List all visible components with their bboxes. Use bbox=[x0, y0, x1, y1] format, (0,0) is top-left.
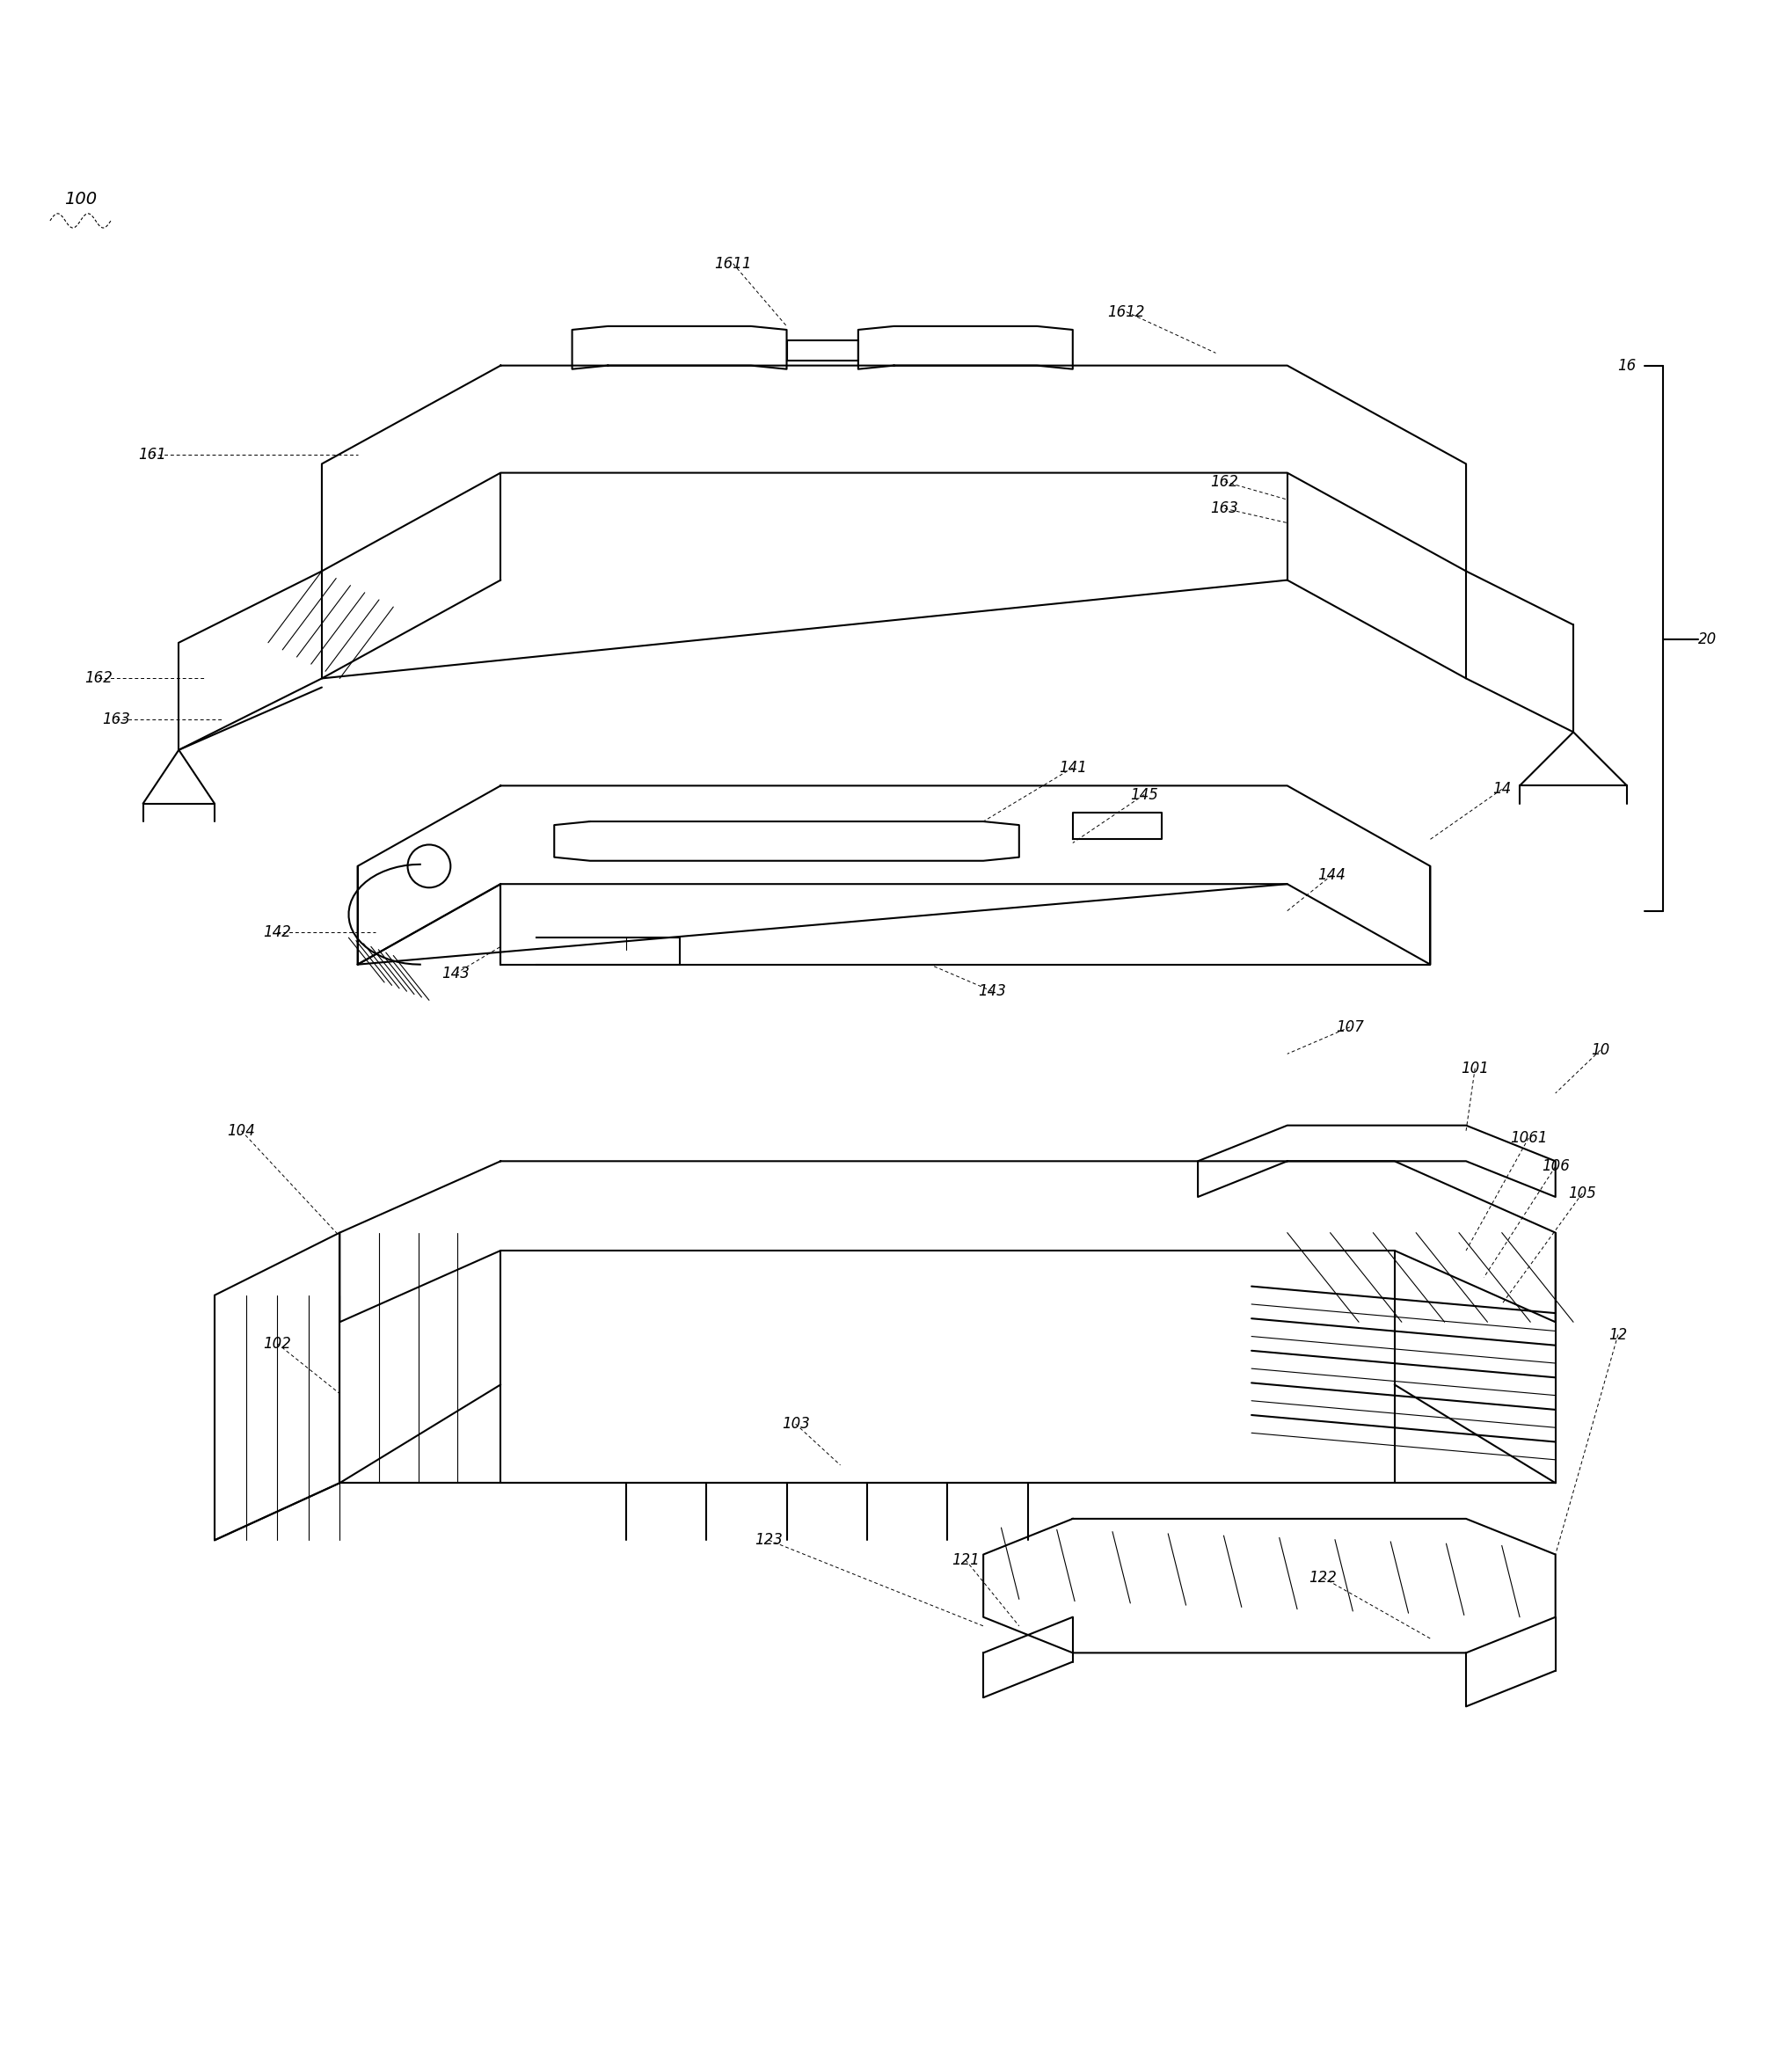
Text: 1612: 1612 bbox=[1108, 305, 1144, 319]
Text: 105: 105 bbox=[1567, 1185, 1596, 1202]
Text: 143: 143 bbox=[441, 966, 470, 982]
Text: 144: 144 bbox=[1317, 868, 1346, 883]
Text: 145: 145 bbox=[1129, 787, 1158, 802]
Text: 1611: 1611 bbox=[715, 255, 751, 271]
Text: 104: 104 bbox=[227, 1123, 256, 1140]
Text: 10: 10 bbox=[1590, 1042, 1608, 1059]
Text: 1061: 1061 bbox=[1510, 1129, 1546, 1146]
Text: 142: 142 bbox=[263, 924, 291, 941]
Text: 163: 163 bbox=[1210, 501, 1238, 516]
Text: 101: 101 bbox=[1460, 1061, 1489, 1075]
Text: 123: 123 bbox=[754, 1533, 783, 1548]
Text: 161: 161 bbox=[138, 448, 166, 462]
Text: 122: 122 bbox=[1308, 1571, 1337, 1585]
Text: 12: 12 bbox=[1608, 1326, 1626, 1343]
Text: 20: 20 bbox=[1698, 632, 1716, 646]
Text: 163: 163 bbox=[102, 711, 130, 727]
Text: 14: 14 bbox=[1492, 781, 1510, 798]
Text: 16: 16 bbox=[1617, 358, 1635, 373]
Text: 106: 106 bbox=[1540, 1158, 1569, 1175]
Text: 107: 107 bbox=[1335, 1019, 1363, 1036]
Text: 121: 121 bbox=[951, 1552, 979, 1569]
Text: 162: 162 bbox=[1210, 474, 1238, 489]
Text: 102: 102 bbox=[263, 1336, 291, 1351]
Text: 143: 143 bbox=[977, 984, 1006, 999]
Text: 100: 100 bbox=[64, 191, 96, 207]
Text: 103: 103 bbox=[781, 1415, 810, 1432]
Text: 162: 162 bbox=[84, 671, 113, 686]
Text: 141: 141 bbox=[1058, 760, 1086, 775]
